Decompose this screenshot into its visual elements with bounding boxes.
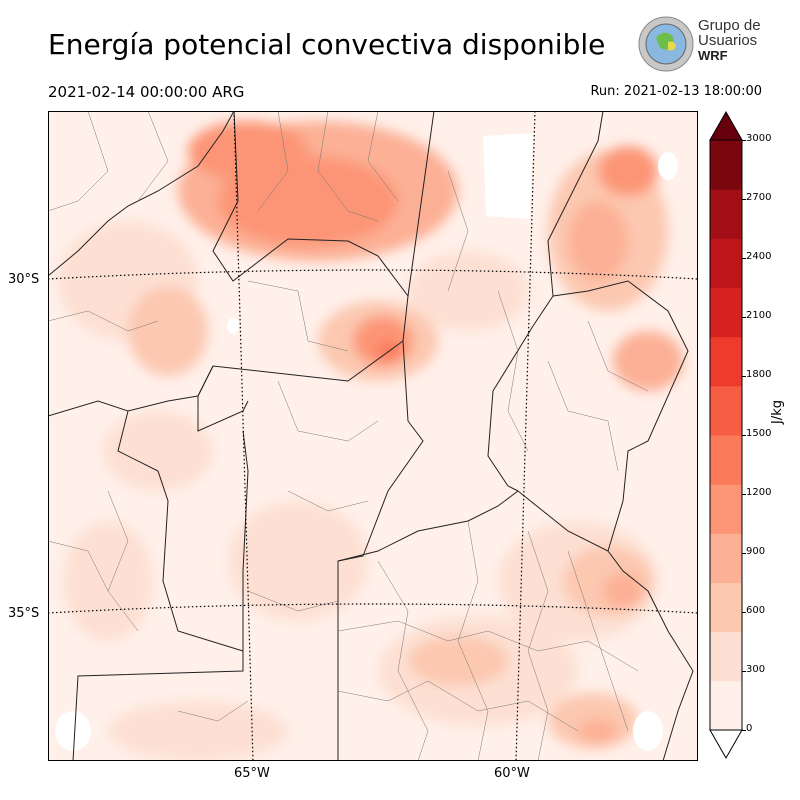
- lon-label-65w: 65°W: [234, 766, 270, 781]
- colorbar-tick-label: 2400: [746, 251, 772, 262]
- colorbar-bands: [710, 140, 742, 731]
- colorbar-tick-mark: [742, 140, 746, 141]
- map-frame: [48, 111, 698, 761]
- colorbar-band: [710, 140, 742, 190]
- colorbar-band: [710, 189, 742, 239]
- colorbar-tick-label: 1800: [746, 369, 772, 380]
- colorbar-band: [710, 484, 742, 534]
- colorbar-band: [710, 385, 742, 436]
- colorbar-tick-label: 3000: [746, 133, 772, 144]
- colorbar-band: [710, 238, 742, 288]
- colorbar-tick-label: 1200: [746, 487, 772, 498]
- colorbar-band: [710, 435, 742, 485]
- colorbar-unit: J/kg: [770, 400, 785, 424]
- colorbar-tick-label: 2700: [746, 192, 772, 203]
- colorbar-tick-mark: [742, 317, 746, 318]
- colorbar-tick-label: 900: [746, 546, 766, 557]
- colorbar-tick-label: 2100: [746, 310, 772, 321]
- valid-time: 2021-02-14 00:00:00 ARG: [48, 83, 245, 101]
- colorbar-tick-mark: [742, 258, 746, 259]
- colorbar-extend-min: [709, 729, 743, 760]
- colorbar-tick-mark: [742, 435, 746, 436]
- wrf-group-logo: Grupo de Usuarios WRF: [638, 16, 778, 72]
- colorbar-extend-max: [709, 110, 743, 141]
- colorbar-band: [710, 336, 742, 387]
- lat-label-35s: 35°S: [8, 606, 40, 621]
- white-gaps: [55, 133, 678, 751]
- colorbar-tick-label: 300: [746, 664, 766, 675]
- run-time: Run: 2021-02-13 18:00:00: [590, 84, 762, 99]
- colorbar-tick-mark: [742, 199, 746, 200]
- logo-line1: Grupo de: [698, 17, 761, 34]
- logo-line3: WRF: [698, 48, 728, 63]
- colorbar-tick-mark: [742, 553, 746, 554]
- lat-label-30s: 30°S: [8, 272, 40, 287]
- colorbar: [709, 110, 743, 760]
- colorbar-band: [710, 582, 742, 633]
- colorbar-band: [710, 680, 742, 731]
- cape-map: [48, 111, 698, 761]
- colorbar-tick-mark: [742, 494, 746, 495]
- colorbar-band: [710, 631, 742, 682]
- logo-line2: Usuarios: [698, 32, 758, 49]
- lon-label-60w: 60°W: [494, 766, 530, 781]
- colorbar-tick-label: 1500: [746, 428, 772, 439]
- cape-field: [58, 121, 683, 761]
- colorbar-tick-mark: [742, 671, 746, 672]
- globe-icon: [638, 16, 694, 72]
- chart-title: Energía potencial convectiva disponible: [48, 28, 606, 61]
- province-borders: [48, 111, 694, 761]
- department-borders: [48, 111, 649, 761]
- colorbar-tick-label: 600: [746, 605, 766, 616]
- colorbar-tick-label: 0: [746, 723, 753, 734]
- colorbar-tick-mark: [742, 376, 746, 377]
- colorbar-band: [710, 287, 742, 338]
- graticule: [48, 111, 698, 761]
- colorbar-band: [710, 533, 742, 583]
- colorbar-tick-mark: [742, 730, 746, 731]
- colorbar-tick-mark: [742, 612, 746, 613]
